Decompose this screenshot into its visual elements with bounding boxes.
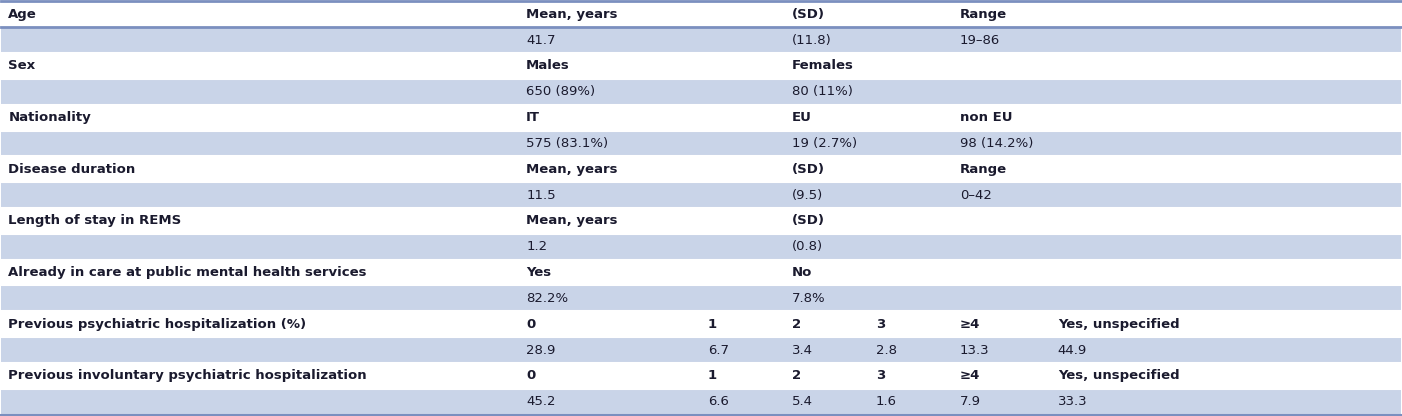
Text: 45.2: 45.2 [526,395,555,408]
Text: 44.9: 44.9 [1057,344,1087,357]
Text: 575 (83.1%): 575 (83.1%) [526,137,608,150]
Bar [1,234,1401,260]
Text: 3.4: 3.4 [792,344,813,357]
Text: Females: Females [792,59,854,72]
Text: 19–86: 19–86 [960,34,1000,47]
Bar [1,182,1401,208]
Text: 13.3: 13.3 [960,344,990,357]
Bar [1,260,1401,285]
Text: (SD): (SD) [792,214,824,228]
Text: 2.8: 2.8 [876,344,897,357]
Text: 19 (2.7%): 19 (2.7%) [792,137,857,150]
Text: Length of stay in REMS: Length of stay in REMS [8,214,182,228]
Text: 41.7: 41.7 [526,34,555,47]
Bar [1,363,1401,389]
Text: (9.5): (9.5) [792,188,823,202]
Text: 0: 0 [526,318,536,331]
Text: Nationality: Nationality [8,111,91,124]
Text: Mean, years: Mean, years [526,214,618,228]
Text: 3: 3 [876,318,885,331]
Text: 2: 2 [792,318,801,331]
Bar [1,27,1401,53]
Text: IT: IT [526,111,540,124]
Text: Age: Age [8,8,36,21]
Bar [1,337,1401,363]
Text: Sex: Sex [8,59,35,72]
Text: (SD): (SD) [792,8,824,21]
Text: EU: EU [792,111,812,124]
Bar [1,311,1401,337]
Text: Already in care at public mental health services: Already in care at public mental health … [8,266,367,279]
Text: 33.3: 33.3 [1057,395,1088,408]
Text: non EU: non EU [960,111,1012,124]
Text: 1: 1 [708,369,716,382]
Text: (11.8): (11.8) [792,34,831,47]
Text: Disease duration: Disease duration [8,163,136,176]
Bar [1,389,1401,415]
Bar [1,156,1401,182]
Text: 1.6: 1.6 [876,395,897,408]
Text: 0: 0 [526,369,536,382]
Text: ≥4: ≥4 [960,369,980,382]
Bar [1,131,1401,156]
Text: 5.4: 5.4 [792,395,813,408]
Text: 3: 3 [876,369,885,382]
Text: Yes: Yes [526,266,551,279]
Text: ≥4: ≥4 [960,318,980,331]
Text: 80 (11%): 80 (11%) [792,85,852,98]
Text: Yes, unspecified: Yes, unspecified [1057,318,1179,331]
Text: 98 (14.2%): 98 (14.2%) [960,137,1033,150]
Bar [1,53,1401,79]
Bar [1,285,1401,311]
Text: Range: Range [960,163,1007,176]
Text: 11.5: 11.5 [526,188,555,202]
Bar [1,79,1401,105]
Text: 1.2: 1.2 [526,240,547,253]
Text: Males: Males [526,59,569,72]
Text: (0.8): (0.8) [792,240,823,253]
Text: Mean, years: Mean, years [526,8,618,21]
Text: 7.8%: 7.8% [792,292,826,305]
Text: (SD): (SD) [792,163,824,176]
Text: 82.2%: 82.2% [526,292,568,305]
Text: 6.6: 6.6 [708,395,729,408]
Text: 2: 2 [792,369,801,382]
Text: 6.7: 6.7 [708,344,729,357]
Text: 28.9: 28.9 [526,344,555,357]
Text: Previous involuntary psychiatric hospitalization: Previous involuntary psychiatric hospita… [8,369,367,382]
Text: Yes, unspecified: Yes, unspecified [1057,369,1179,382]
Text: 650 (89%): 650 (89%) [526,85,596,98]
Text: 1: 1 [708,318,716,331]
Bar [1,208,1401,234]
Text: 0–42: 0–42 [960,188,991,202]
Text: No: No [792,266,812,279]
Text: 7.9: 7.9 [960,395,981,408]
Bar [1,1,1401,27]
Text: Mean, years: Mean, years [526,163,618,176]
Text: Previous psychiatric hospitalization (%): Previous psychiatric hospitalization (%) [8,318,307,331]
Bar [1,105,1401,131]
Text: Range: Range [960,8,1007,21]
